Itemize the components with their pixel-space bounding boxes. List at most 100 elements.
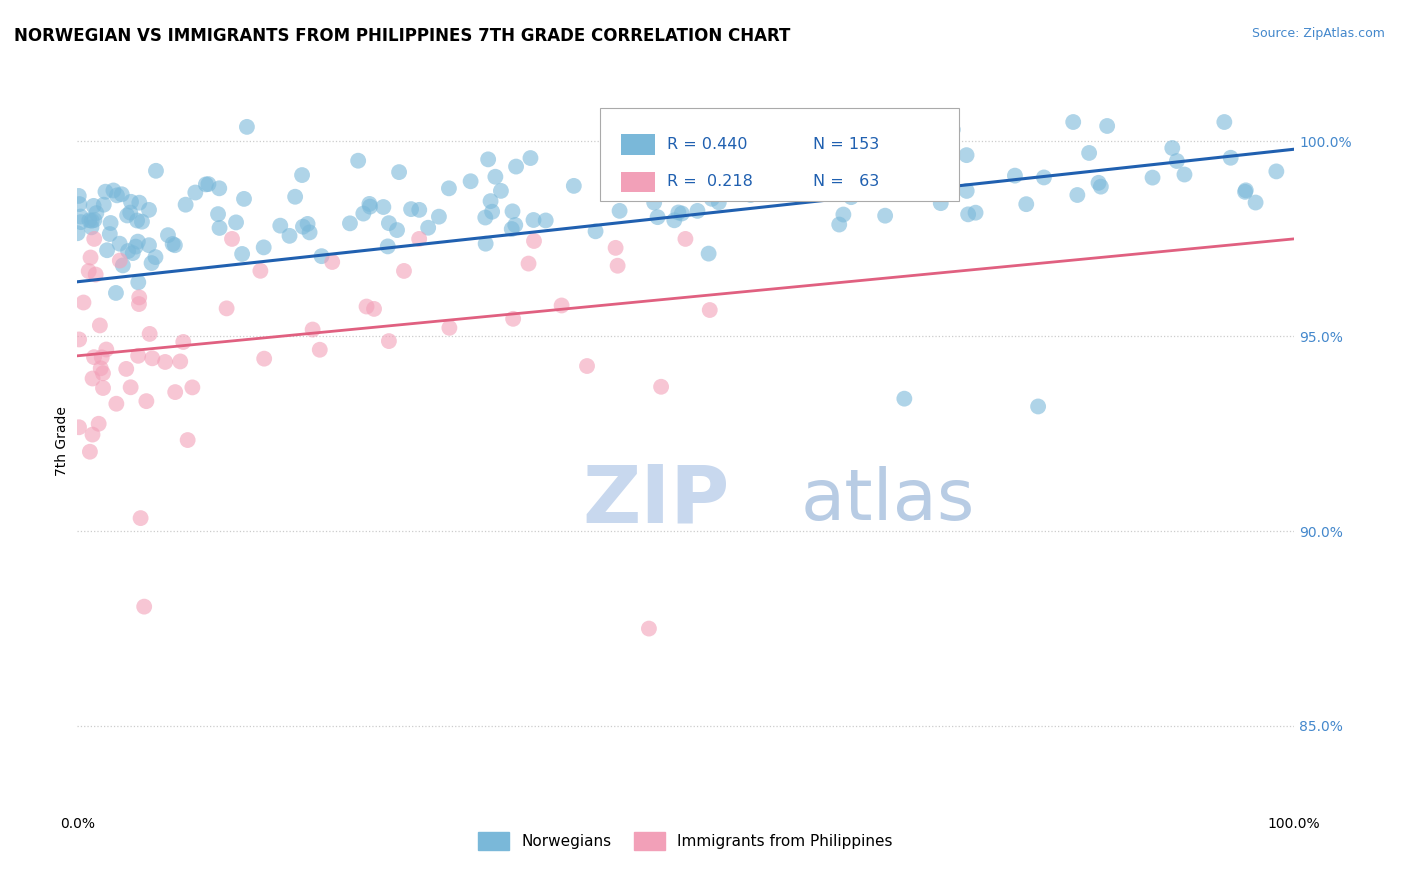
Point <box>804 171 827 186</box>
Point <box>117 244 139 258</box>
Point <box>184 186 207 200</box>
Point <box>697 246 720 260</box>
Point <box>609 203 631 218</box>
Point <box>100 216 122 230</box>
Point <box>91 366 114 380</box>
Point <box>87 417 110 431</box>
Point <box>111 259 134 273</box>
Point <box>169 354 191 368</box>
Point <box>1090 179 1112 194</box>
Point <box>908 172 931 186</box>
Point <box>1244 195 1267 210</box>
Point <box>1173 168 1195 182</box>
Point <box>128 297 150 311</box>
Point <box>605 241 627 255</box>
Point <box>174 197 197 211</box>
Point <box>82 371 104 385</box>
Point <box>127 213 149 227</box>
Point <box>427 210 450 224</box>
Point <box>1026 400 1049 414</box>
Point <box>321 255 343 269</box>
Point <box>352 206 374 220</box>
Text: atlas: atlas <box>801 467 976 535</box>
Point <box>90 351 112 365</box>
Point <box>86 206 108 220</box>
Point <box>83 213 105 227</box>
Point <box>378 216 401 230</box>
Point <box>145 163 167 178</box>
Point <box>231 247 253 261</box>
Point <box>399 202 422 216</box>
Point <box>215 301 238 316</box>
Point <box>120 380 142 394</box>
Point <box>606 259 628 273</box>
Point <box>208 181 231 195</box>
Bar <box>621 171 655 193</box>
Point <box>408 202 430 217</box>
Point <box>576 359 599 373</box>
Point <box>69 210 91 224</box>
Point <box>502 204 524 219</box>
Point <box>437 181 460 195</box>
Point <box>845 178 868 192</box>
Point <box>479 194 502 208</box>
Text: Source: ZipAtlas.com: Source: ZipAtlas.com <box>1251 27 1385 40</box>
Point <box>125 239 148 253</box>
Point <box>278 228 301 243</box>
Point <box>918 169 941 184</box>
Point <box>1078 145 1101 160</box>
Point <box>643 195 665 210</box>
Point <box>808 119 831 133</box>
Point <box>356 300 378 314</box>
Point <box>79 213 101 227</box>
Point <box>311 249 333 263</box>
Point <box>194 178 217 192</box>
Point <box>145 250 167 264</box>
Point <box>460 174 482 188</box>
Point <box>297 217 319 231</box>
Point <box>236 120 259 134</box>
Point <box>585 224 607 238</box>
Point <box>127 349 149 363</box>
Point <box>131 215 153 229</box>
Point <box>105 188 128 202</box>
Point <box>207 207 229 221</box>
Point <box>162 237 184 252</box>
Point <box>359 197 381 211</box>
Point <box>253 240 276 254</box>
Point <box>94 185 117 199</box>
Text: ZIP: ZIP <box>582 462 730 540</box>
Point <box>197 177 219 191</box>
Point <box>484 169 506 184</box>
Point <box>1142 170 1164 185</box>
Point <box>392 264 415 278</box>
Point <box>894 169 917 184</box>
Point <box>120 194 142 209</box>
Point <box>893 392 915 406</box>
Point <box>339 216 361 230</box>
Point <box>851 151 873 165</box>
Point <box>741 170 763 185</box>
Point <box>77 264 100 278</box>
Point <box>108 253 131 268</box>
Point <box>308 343 330 357</box>
Point <box>138 326 160 341</box>
Point <box>83 232 105 246</box>
Point <box>83 199 105 213</box>
Point <box>477 153 499 167</box>
Point <box>502 311 524 326</box>
Point <box>957 207 980 221</box>
Text: N =   63: N = 63 <box>813 175 879 189</box>
Point <box>1213 115 1236 129</box>
Point <box>686 203 709 218</box>
Point <box>501 222 523 236</box>
Point <box>301 322 323 336</box>
Point <box>96 343 118 357</box>
Point <box>1234 183 1257 197</box>
Point <box>66 226 89 240</box>
Point <box>153 355 176 369</box>
Point <box>225 215 247 229</box>
Point <box>1265 164 1288 178</box>
Point <box>1015 197 1038 211</box>
Point <box>156 228 179 243</box>
